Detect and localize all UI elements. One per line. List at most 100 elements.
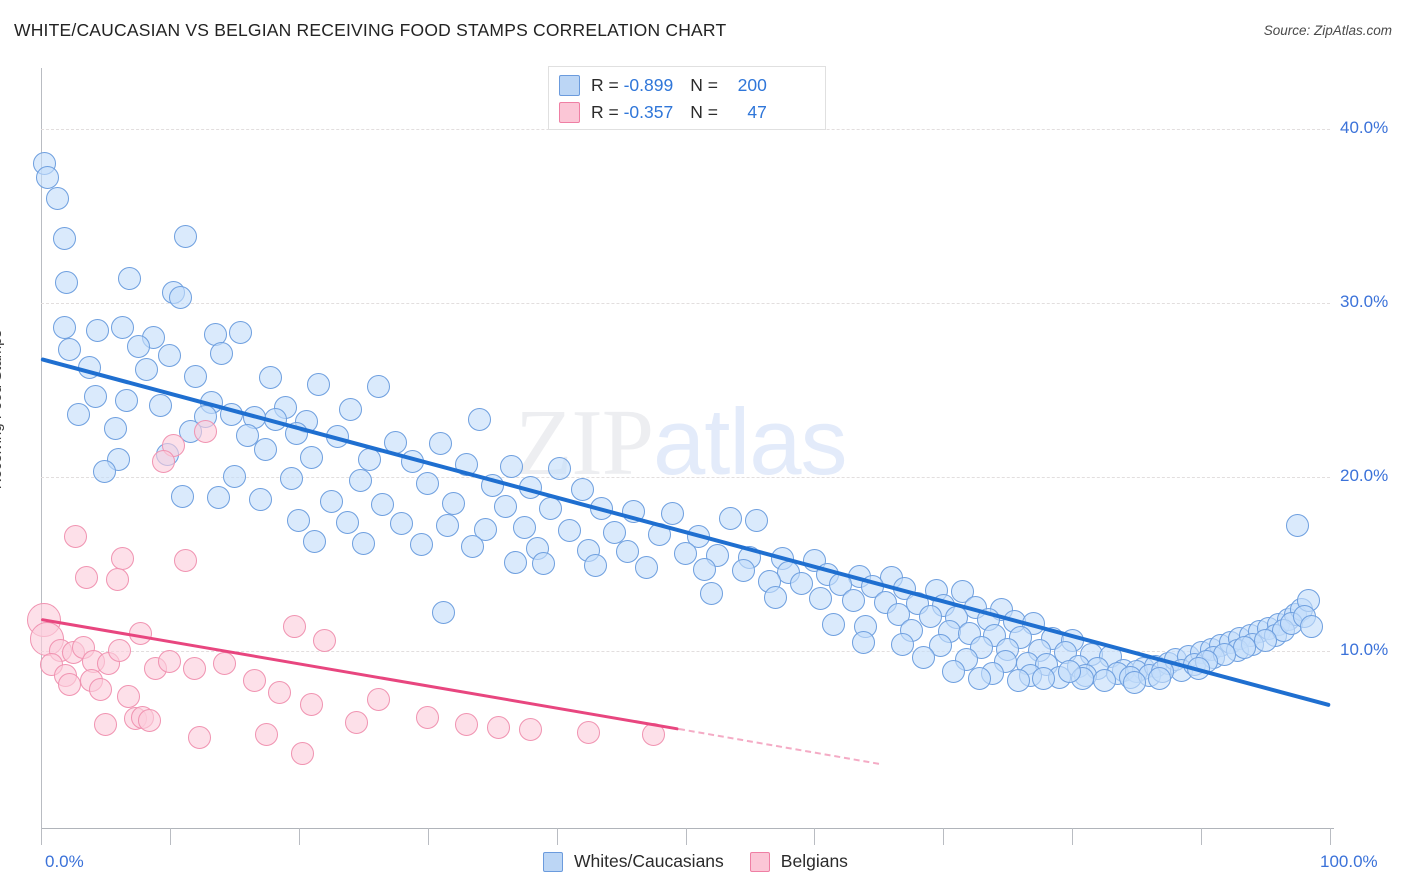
scatter-point	[86, 319, 110, 343]
legend-label-belgians: Belgians	[780, 851, 848, 871]
stats-n-value-pink: 47	[747, 102, 767, 122]
scatter-point	[158, 343, 182, 367]
scatter-point	[46, 187, 70, 211]
x-tick-mark	[41, 828, 42, 845]
scatter-point	[93, 712, 117, 736]
scatter-point	[912, 646, 936, 670]
y-tick-label: 10.0%	[1340, 639, 1389, 659]
stats-r-label-pink: R =	[591, 102, 624, 122]
watermark-atlas: atlas	[653, 389, 848, 494]
stats-n-whites: N = 200	[690, 75, 767, 96]
scatter-point	[184, 364, 208, 388]
scatter-point	[512, 515, 536, 539]
scatter-point	[258, 366, 282, 390]
scatter-point	[110, 547, 134, 571]
scatter-point	[83, 385, 107, 409]
scatter-point	[719, 507, 743, 531]
stats-r-whites: R = -0.899	[591, 75, 673, 96]
legend-item-belgians[interactable]: Belgians	[749, 851, 848, 872]
scatter-point	[577, 721, 601, 745]
stats-row-whites: R = -0.899 N = 200	[559, 72, 767, 99]
series-legend: Whites/Caucasians Belgians	[543, 851, 848, 872]
scatter-point	[416, 705, 440, 729]
scatter-point	[255, 723, 279, 746]
x-tick-mark	[427, 828, 429, 845]
gridline-y	[41, 302, 1330, 304]
scatter-point	[435, 514, 459, 538]
x-tick-mark	[298, 828, 300, 845]
scatter-point	[429, 432, 453, 456]
scatter-point	[300, 693, 324, 717]
scatter-point	[52, 227, 76, 251]
scatter-point	[942, 660, 966, 684]
scatter-point	[302, 529, 326, 553]
y-tick-label: 30.0%	[1340, 291, 1389, 311]
scatter-point	[114, 388, 138, 412]
scatter-point	[851, 630, 875, 654]
scatter-point	[117, 684, 141, 708]
x-axis-label-left: 0.0%	[45, 852, 84, 871]
scatter-point	[1006, 669, 1030, 693]
trendline-belgians-extrapolated	[678, 727, 880, 765]
scatter-point	[300, 446, 324, 470]
scatter-point	[149, 394, 173, 418]
scatter-point	[173, 225, 197, 249]
legend-item-whites[interactable]: Whites/Caucasians	[543, 851, 724, 872]
stats-n-label-pink: N =	[690, 102, 723, 122]
scatter-point	[92, 460, 116, 484]
scatter-point	[967, 667, 991, 691]
scatter-point	[253, 437, 277, 461]
y-tick-label: 40.0%	[1340, 117, 1389, 137]
stats-swatch-blue	[559, 75, 580, 96]
scatter-point	[64, 524, 88, 548]
scatter-point	[1058, 660, 1082, 684]
scatter-point	[110, 315, 134, 339]
legend-swatch-whites	[543, 851, 563, 872]
scatter-point	[351, 531, 375, 555]
scatter-point	[35, 166, 59, 190]
legend-swatch-belgians	[749, 851, 770, 872]
scatter-point	[499, 455, 523, 478]
scatter-point	[890, 632, 914, 656]
scatter-point	[279, 467, 303, 491]
scatter-point	[74, 566, 98, 590]
scatter-point	[151, 449, 175, 473]
scatter-point	[345, 710, 369, 734]
scatter-point	[319, 489, 343, 513]
scatter-point	[1254, 629, 1278, 653]
scatter-point	[367, 688, 391, 712]
scatter-point	[88, 677, 112, 701]
scatter-point	[188, 726, 212, 750]
scatter-point	[222, 465, 246, 489]
gridline-y	[41, 650, 1330, 652]
scatter-point	[209, 341, 233, 365]
scatter-point	[371, 493, 395, 517]
scatter-point	[168, 286, 192, 310]
scatter-point	[732, 559, 755, 583]
scatter-point	[243, 669, 267, 693]
scatter-point	[1300, 615, 1324, 639]
x-tick-mark	[556, 828, 558, 845]
stats-r-belgians: R = -0.357	[591, 102, 673, 123]
scatter-point	[822, 613, 846, 637]
y-axis-line	[41, 68, 42, 828]
x-tick-mark	[814, 828, 816, 845]
stats-row-belgians: R = -0.357 N = 47	[559, 99, 767, 126]
scatter-point	[467, 408, 491, 432]
scatter-point	[313, 629, 337, 653]
x-axis-label-right: 100.0%	[1320, 852, 1378, 871]
stats-r-label-blue: R =	[591, 75, 624, 95]
scatter-point	[1233, 635, 1257, 659]
scatter-point	[1286, 514, 1310, 538]
scatter-point	[416, 472, 440, 496]
scatter-point	[182, 656, 206, 680]
stats-r-value-pink: -0.357	[623, 102, 674, 122]
scatter-point	[306, 373, 330, 397]
scatter-point	[358, 448, 382, 472]
stats-r-value-blue: -0.899	[623, 75, 674, 95]
scatter-point	[194, 420, 218, 444]
scatter-point	[137, 709, 161, 733]
scatter-point	[212, 651, 236, 675]
scatter-point	[699, 582, 723, 606]
